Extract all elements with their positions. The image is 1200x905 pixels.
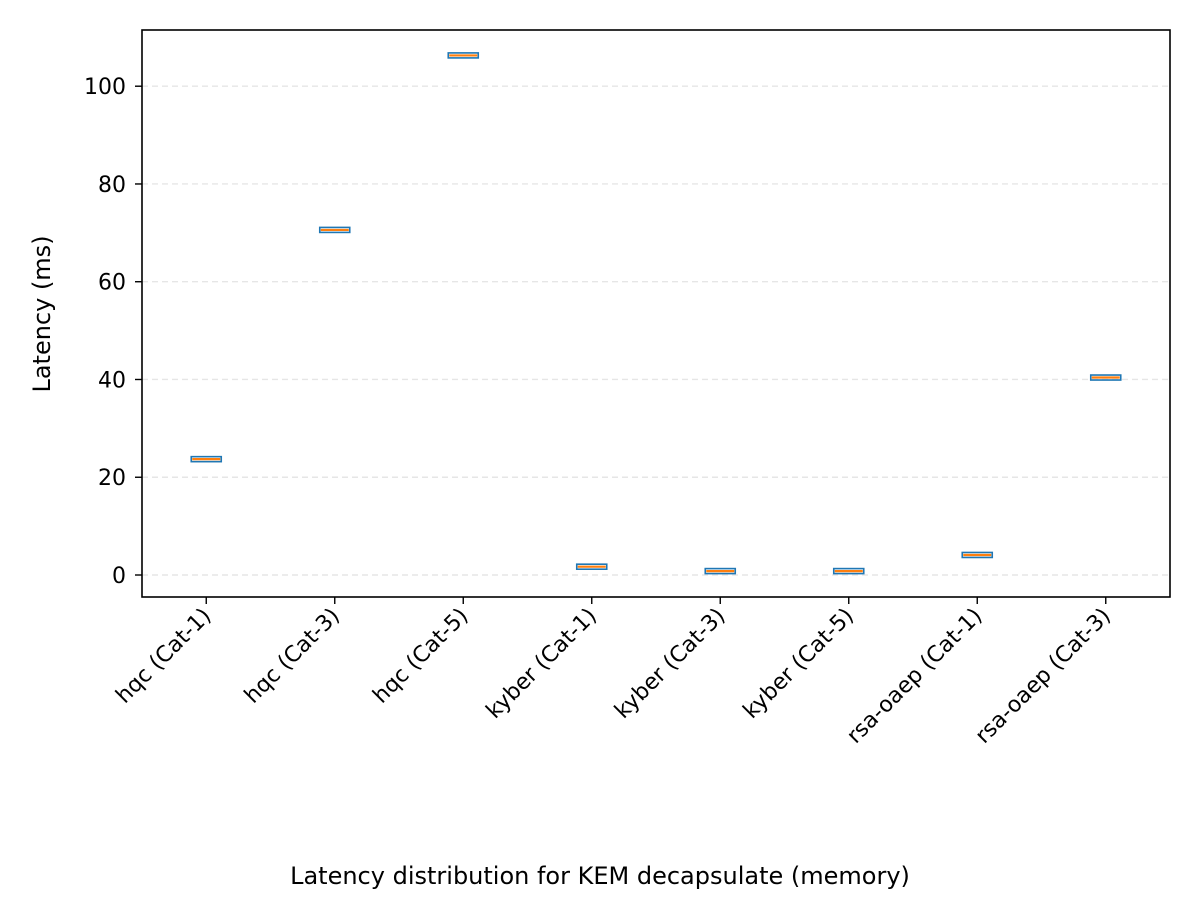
box (1089, 374, 1122, 381)
x-tick-label: kyber (Cat-1) (482, 604, 602, 724)
box (832, 567, 865, 575)
y-tick-label: 80 (98, 173, 126, 198)
x-tick-label: rsa-oaep (Cat-1) (842, 604, 987, 749)
y-tick-label: 20 (98, 466, 126, 491)
plot-frame (141, 29, 1171, 598)
y-tick-label: 40 (98, 368, 126, 393)
y-axis-label: Latency (ms) (28, 235, 56, 392)
chart-caption: Latency distribution for KEM decapsulate… (290, 862, 910, 890)
box (318, 226, 351, 234)
box (575, 563, 608, 570)
box-layer (190, 52, 1122, 575)
grid-layer (142, 85, 1170, 576)
box (704, 567, 737, 575)
x-tick-label: kyber (Cat-5) (739, 604, 859, 724)
box (447, 52, 480, 59)
x-axis: hqc (Cat-1) hqc (Cat-3) hqc (Cat-5) kyber (… (111, 597, 1116, 749)
y-tick-label: 100 (84, 75, 126, 100)
y-tick-label: 60 (98, 271, 126, 296)
box (190, 455, 223, 463)
y-axis: 0 20 40 60 80 100 (84, 75, 142, 589)
x-tick-label: rsa-oaep (Cat-3) (971, 604, 1116, 749)
x-tick-label: hqc (Cat-5) (368, 604, 473, 709)
box (961, 551, 994, 559)
x-tick-label: hqc (Cat-1) (111, 604, 216, 709)
y-tick-label: 0 (112, 564, 126, 589)
x-tick-label: hqc (Cat-3) (240, 604, 345, 709)
x-tick-label: kyber (Cat-3) (610, 604, 730, 724)
